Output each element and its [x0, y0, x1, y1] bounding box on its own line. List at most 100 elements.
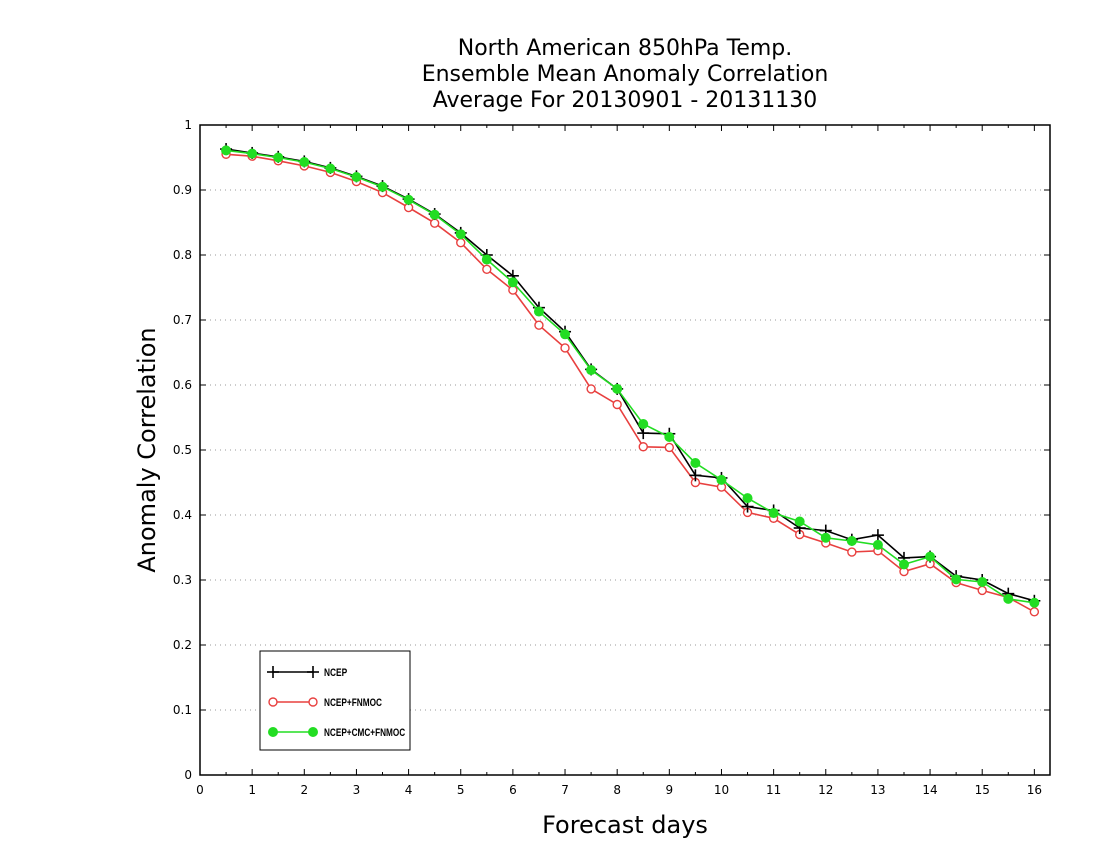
- data-point-ncep-cmc-fnmoc: [925, 551, 936, 562]
- x-tick-label: 3: [353, 783, 361, 797]
- data-point-ncep-fnmoc: [638, 442, 648, 452]
- data-point-ncep-cmc-fnmoc: [716, 474, 727, 485]
- data-point-ncep-cmc-fnmoc: [872, 539, 883, 550]
- data-series: [220, 143, 1041, 617]
- legend-marker: [268, 697, 278, 707]
- data-point-ncep-cmc-fnmoc: [1029, 597, 1040, 608]
- series-ncep-cmc-fnmoc: [221, 145, 1040, 608]
- legend-marker: [308, 697, 318, 707]
- legend-marker: [308, 727, 318, 737]
- y-axis-title: Anomaly Correlation: [133, 327, 161, 572]
- data-point-ncep-cmc-fnmoc: [768, 508, 779, 519]
- data-point-ncep-fnmoc: [1029, 607, 1040, 617]
- data-point-ncep-cmc-fnmoc: [951, 574, 962, 585]
- y-tick-label: 1: [184, 118, 192, 132]
- x-tick-label: 0: [196, 783, 204, 797]
- legend-label: NCEP+FNMOC: [324, 697, 382, 709]
- data-point-ncep-fnmoc: [664, 442, 675, 453]
- data-point-ncep-cmc-fnmoc: [455, 229, 466, 240]
- y-tick-label: 0.1: [173, 703, 192, 717]
- series-line-ncep: [225, 148, 1035, 602]
- data-point-ncep-cmc-fnmoc: [1003, 593, 1014, 604]
- data-point-ncep-cmc-fnmoc: [507, 277, 518, 288]
- y-tick-label: 0: [184, 768, 192, 782]
- y-tick-label: 0.8: [173, 248, 192, 262]
- y-tick-label: 0.5: [173, 443, 192, 457]
- data-point-ncep-cmc-fnmoc: [977, 576, 988, 587]
- legend-marker: [268, 727, 278, 737]
- y-tick-label: 0.7: [173, 313, 192, 327]
- axis-ticks: 00.10.20.30.40.50.60.70.80.910 1 2 3 4 5 6 7 8 9 1…: [173, 118, 1050, 797]
- data-point-ncep-fnmoc: [482, 264, 492, 274]
- x-tick-label: 8: [613, 783, 621, 797]
- series-line-ncep-cmc-fnmoc: [226, 149, 1035, 604]
- data-point-ncep-cmc-fnmoc: [898, 559, 909, 570]
- data-point-ncep-cmc-fnmoc: [403, 194, 414, 205]
- data-point-ncep-cmc-fnmoc: [273, 152, 284, 163]
- data-point-ncep-fnmoc: [456, 237, 466, 248]
- data-point-ncep-fnmoc: [534, 320, 544, 330]
- legend-label: NCEP+CMC+FNMOC: [324, 727, 405, 739]
- x-tick-label: 5: [457, 783, 465, 797]
- legend-item-ncep: NCEP: [267, 666, 347, 679]
- data-point-ncep-cmc-fnmoc: [325, 163, 336, 174]
- data-point-ncep-cmc-fnmoc: [560, 329, 571, 340]
- data-point-ncep-cmc-fnmoc: [820, 532, 831, 543]
- data-point-ncep-cmc-fnmoc: [429, 209, 440, 220]
- data-point-ncep-cmc-fnmoc: [221, 145, 232, 156]
- legend-box: [259, 650, 411, 751]
- legend-item-ncep-cmc-fnmoc: NCEP+CMC+FNMOC: [268, 727, 405, 739]
- series-ncep-fnmoc: [221, 149, 1040, 617]
- chart-title-line-1: North American 850hPa Temp.: [457, 36, 793, 61]
- x-tick-label: 4: [405, 783, 413, 797]
- data-point-ncep: [871, 529, 884, 542]
- data-point-ncep-cmc-fnmoc: [742, 493, 753, 504]
- x-tick-label: 14: [922, 783, 937, 797]
- y-tick-label: 0.4: [173, 508, 192, 522]
- data-point-ncep-cmc-fnmoc: [586, 365, 597, 376]
- data-point-ncep-cmc-fnmoc: [247, 148, 258, 159]
- data-point-ncep-fnmoc: [612, 399, 622, 410]
- x-tick-label: 7: [561, 783, 569, 797]
- legend-marker: [267, 666, 279, 678]
- data-point-ncep-cmc-fnmoc: [846, 536, 857, 546]
- data-point-ncep-cmc-fnmoc: [664, 432, 675, 442]
- data-point-ncep-cmc-fnmoc: [638, 419, 649, 429]
- data-point-ncep-fnmoc: [508, 285, 518, 295]
- data-point-ncep-cmc-fnmoc: [481, 254, 492, 265]
- x-axis-title: Forecast days: [542, 811, 708, 839]
- data-point-ncep-fnmoc: [977, 585, 987, 596]
- x-tick-label: 6: [509, 783, 517, 797]
- legend-label: NCEP: [324, 667, 347, 679]
- data-point-ncep-fnmoc: [586, 384, 596, 394]
- x-tick-label: 10: [714, 783, 729, 797]
- x-tick-label: 2: [300, 783, 308, 797]
- y-tick-label: 0.9: [173, 183, 192, 197]
- series-line-ncep-fnmoc: [226, 153, 1035, 613]
- data-point-ncep-fnmoc: [560, 343, 570, 353]
- data-point-ncep: [689, 469, 702, 482]
- data-point-ncep-cmc-fnmoc: [533, 306, 544, 317]
- y-tick-label: 0.3: [173, 573, 192, 587]
- legend: NCEP NCEP+FNMOC NCEP+CMC+FNMOC: [259, 650, 411, 751]
- x-tick-label: 1: [248, 783, 256, 797]
- data-point-ncep-fnmoc: [429, 218, 440, 228]
- chart-title: North American 850hPa Temp. Ensemble Mea…: [200, 36, 1050, 114]
- legend-item-ncep-fnmoc: NCEP+FNMOC: [268, 697, 382, 709]
- x-tick-label: 13: [870, 783, 885, 797]
- x-tick-label: 12: [818, 783, 833, 797]
- x-tick-label: 16: [1027, 783, 1042, 797]
- series-ncep: [220, 143, 1041, 607]
- x-tick-label: 9: [666, 783, 674, 797]
- data-point-ncep-cmc-fnmoc: [612, 383, 623, 394]
- legend-marker: [307, 666, 319, 678]
- data-point-ncep-cmc-fnmoc: [794, 516, 805, 527]
- x-tick-label: 11: [766, 783, 781, 797]
- x-tick-label: 15: [975, 783, 990, 797]
- data-point-ncep-cmc-fnmoc: [690, 458, 701, 468]
- y-tick-label: 0.2: [173, 638, 192, 652]
- data-point-ncep-cmc-fnmoc: [377, 181, 388, 192]
- chart-title-line-2: Ensemble Mean Anomaly Correlation: [421, 62, 829, 87]
- data-point-ncep-cmc-fnmoc: [351, 172, 362, 182]
